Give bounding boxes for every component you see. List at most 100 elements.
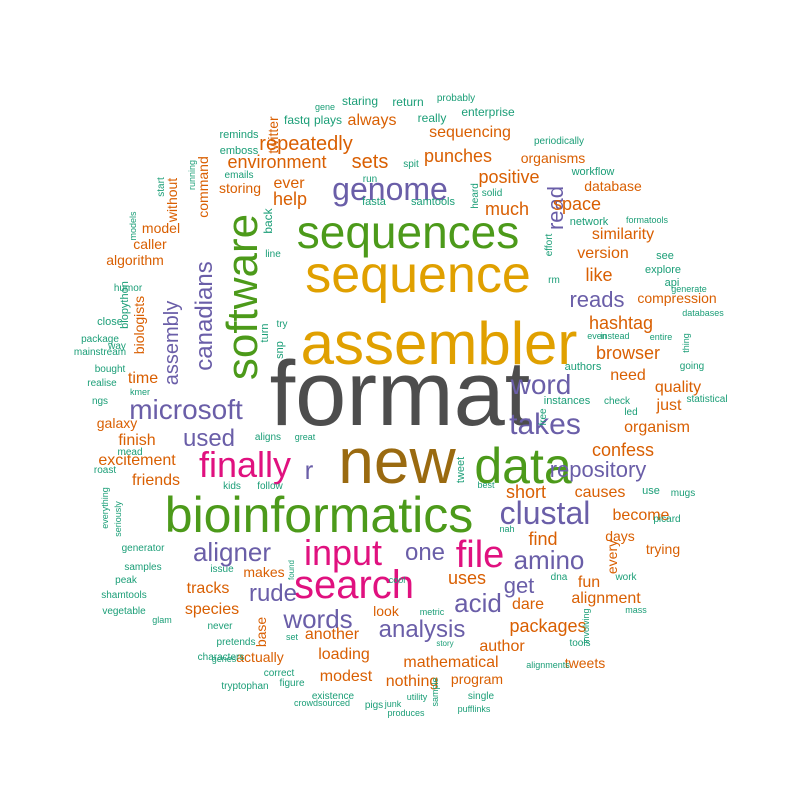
word-friends: friends: [132, 472, 180, 489]
word-finally: finally: [199, 444, 291, 485]
word-emboss: emboss: [220, 145, 259, 157]
word-days: days: [605, 528, 635, 544]
word-running: running: [187, 160, 197, 190]
word-fasta: fasta: [362, 196, 387, 208]
word-acid: acid: [454, 588, 502, 618]
word-set: set: [286, 632, 299, 642]
word-issue: issue: [210, 564, 234, 575]
word-fun: fun: [578, 574, 600, 591]
word-mead: mead: [117, 447, 142, 458]
word-loading: loading: [318, 646, 370, 663]
word-glam: glam: [152, 615, 172, 625]
word-takes: takes: [509, 408, 581, 441]
word-follow: follow: [257, 481, 283, 492]
word-compression: compression: [637, 290, 716, 306]
word-get: get: [504, 573, 535, 598]
word-pretends: pretends: [217, 637, 256, 648]
word-instances: instances: [544, 395, 591, 407]
word-turn: turn: [259, 324, 271, 343]
word-punches: punches: [424, 146, 492, 166]
word-gene: gene: [315, 102, 335, 112]
word-words: words: [282, 604, 352, 634]
word-single: single: [468, 691, 495, 702]
word-periodically: periodically: [534, 136, 584, 147]
word-metric: metric: [420, 607, 445, 617]
word-model: model: [142, 220, 180, 236]
word-look: look: [373, 603, 400, 619]
word-realise: realise: [87, 378, 117, 389]
word-environment: environment: [227, 152, 326, 172]
word-spit: spit: [403, 159, 419, 170]
word-correct: correct: [264, 668, 295, 679]
word-return: return: [392, 95, 423, 109]
word-generator: generator: [122, 543, 165, 554]
word-package: package: [81, 334, 119, 345]
word-confess: confess: [592, 440, 654, 460]
word-similarity: similarity: [592, 226, 654, 243]
word-probably: probably: [437, 93, 475, 104]
word-input: input: [304, 532, 382, 573]
word-time: time: [128, 370, 158, 387]
word-causes: causes: [575, 484, 626, 501]
word-work: work: [614, 572, 637, 583]
word-biologists: biologists: [131, 296, 147, 354]
word-api: api: [665, 277, 680, 289]
word-quality: quality: [655, 379, 701, 396]
word-r: r: [305, 455, 314, 485]
word-utility: utility: [407, 692, 428, 702]
word-snp: snp: [274, 341, 286, 359]
word-modest: modest: [320, 668, 373, 685]
word-everything: everything: [100, 487, 110, 529]
word-cool: cool: [389, 575, 406, 585]
word-mass: mass: [625, 605, 647, 615]
word-emails: emails: [225, 170, 254, 181]
word-tweet: tweet: [455, 457, 467, 483]
word-samples: samples: [124, 562, 161, 573]
word-enterprise: enterprise: [461, 105, 515, 119]
word-rm: rm: [548, 275, 560, 286]
word-pufflinks: pufflinks: [458, 704, 491, 714]
word-base: base: [253, 617, 269, 648]
word-repository: repository: [550, 457, 647, 482]
word-packages: packages: [509, 616, 586, 636]
word-alignment: alignment: [571, 590, 641, 607]
word-database: database: [584, 178, 642, 194]
word-organisms: organisms: [521, 150, 586, 166]
word-dare: dare: [512, 596, 544, 613]
word-become: become: [613, 507, 670, 524]
word-roast: roast: [94, 465, 116, 476]
word-new: new: [338, 425, 456, 497]
word-workflow: workflow: [571, 166, 615, 178]
word-find: find: [528, 529, 557, 549]
word-assembly: assembly: [161, 301, 183, 385]
word-organism: organism: [624, 419, 690, 436]
word-pigs: pigs: [365, 700, 383, 711]
word-characters: characters: [198, 652, 245, 663]
word-word: word: [510, 369, 572, 400]
word-data: data: [474, 438, 572, 494]
word-really: really: [418, 111, 447, 125]
word-tweets: tweets: [565, 655, 605, 671]
word-hashtag: hashtag: [589, 313, 653, 333]
word-entire: entire: [650, 332, 673, 342]
word-amino: amino: [514, 545, 585, 575]
word-samtools: samtools: [411, 196, 456, 208]
word-genome: genome: [332, 171, 448, 207]
word-vegetable: vegetable: [102, 606, 146, 617]
word-galaxy: galaxy: [97, 415, 137, 431]
word-actually: actually: [236, 649, 283, 665]
word-going: going: [680, 361, 704, 372]
word-biopython: biopython: [119, 281, 131, 329]
word-use: use: [642, 485, 660, 497]
word-aligns: aligns: [255, 432, 281, 443]
word-every: every: [604, 540, 620, 574]
word-figure: figure: [279, 678, 304, 689]
word-seriously: seriously: [113, 501, 123, 537]
word-mainstream: mainstream: [74, 347, 126, 358]
word-formatools: formatools: [626, 215, 669, 225]
word-space: space: [553, 194, 601, 214]
word-involving: involving: [581, 608, 591, 643]
word-algorithm: algorithm: [106, 252, 164, 268]
word-even: even: [587, 331, 607, 341]
